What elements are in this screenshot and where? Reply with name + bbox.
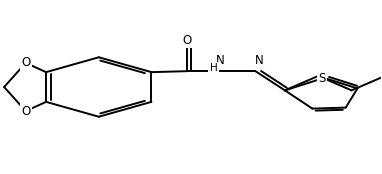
Text: O: O (21, 105, 30, 118)
Text: S: S (319, 72, 326, 85)
Text: H: H (210, 63, 217, 73)
Text: O: O (21, 56, 30, 69)
Text: N: N (216, 54, 225, 67)
Text: O: O (182, 34, 191, 47)
Text: N: N (255, 54, 264, 67)
